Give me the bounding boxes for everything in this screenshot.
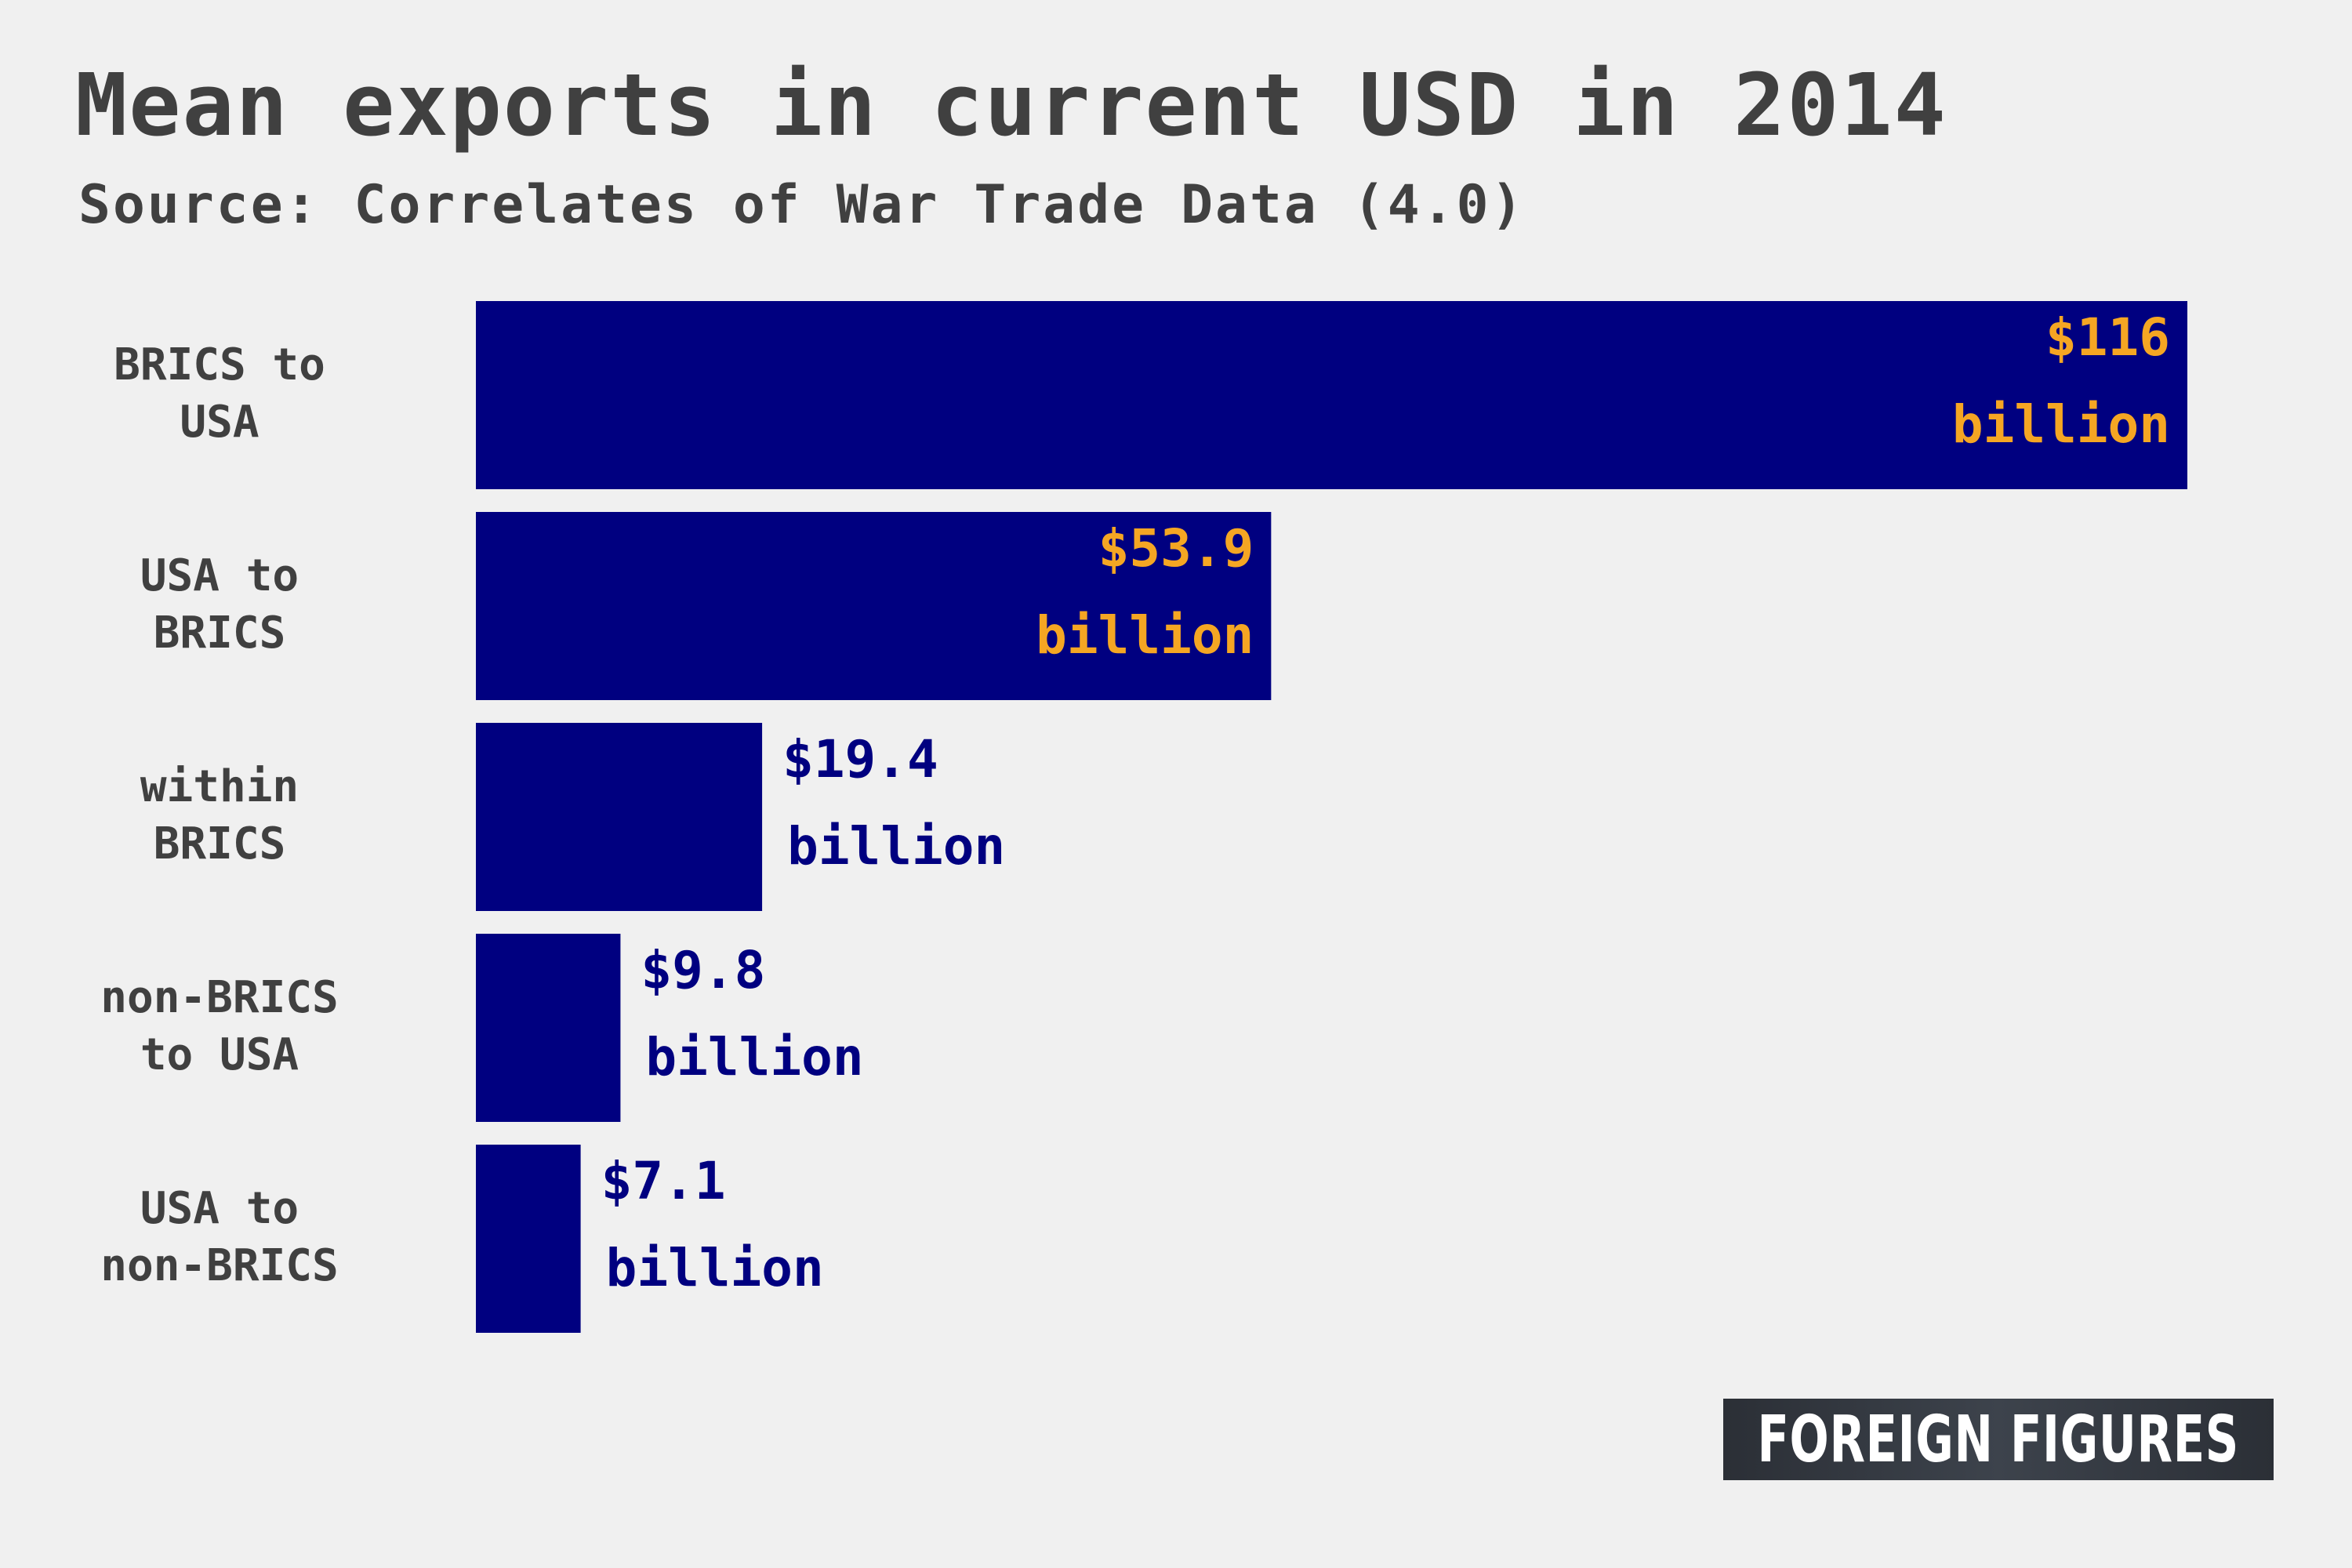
category-label: within bbox=[140, 761, 299, 812]
bar bbox=[476, 934, 621, 1122]
data-label: billion bbox=[787, 816, 1005, 877]
category-label: USA to bbox=[140, 550, 299, 601]
data-label: $116 bbox=[2045, 307, 2170, 368]
data-label: $53.9 bbox=[1098, 518, 1254, 579]
bar bbox=[476, 723, 763, 911]
data-label: $19.4 bbox=[782, 729, 938, 789]
bar bbox=[476, 512, 1272, 700]
data-label: $9.8 bbox=[641, 940, 765, 1000]
chart-title: Mean exports in current USD in 2014 bbox=[75, 55, 1947, 155]
category-label: to USA bbox=[140, 1029, 299, 1080]
chart-subtitle: Source: Correlates of War Trade Data (4.… bbox=[78, 174, 1526, 236]
data-label: $7.1 bbox=[601, 1151, 726, 1211]
data-label: billion bbox=[606, 1238, 824, 1298]
foreign-figures-logo: FOREIGN FIGURES bbox=[1723, 1399, 2274, 1480]
category-label: non-BRICS bbox=[100, 1240, 338, 1291]
category-label: BRICS bbox=[154, 818, 286, 869]
category-label: USA bbox=[180, 397, 259, 448]
data-label: billion bbox=[1036, 605, 1254, 666]
data-label: billion bbox=[1952, 394, 2170, 455]
category-label: USA to bbox=[140, 1183, 299, 1234]
category-label: BRICS to bbox=[114, 339, 325, 390]
bar bbox=[476, 301, 2187, 489]
logo-text: FOREIGN FIGURES bbox=[1757, 1402, 2240, 1477]
category-label: BRICS bbox=[154, 608, 286, 659]
bar bbox=[476, 1145, 581, 1333]
category-label: non-BRICS bbox=[100, 972, 338, 1023]
data-label: billion bbox=[645, 1027, 863, 1087]
